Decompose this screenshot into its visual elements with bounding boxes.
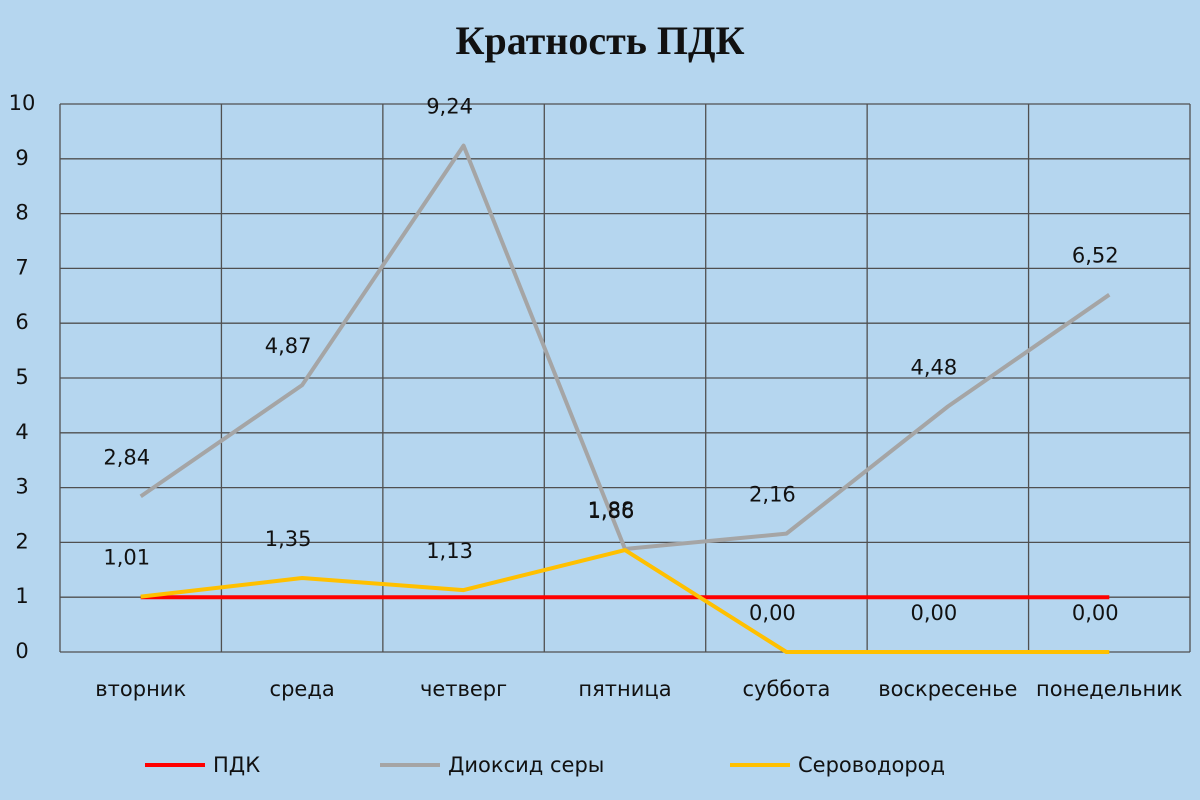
chart-title: Кратность ПДК (455, 18, 744, 63)
data-label: 1,35 (265, 527, 312, 551)
y-tick-label: 2 (15, 529, 28, 553)
data-label: 4,87 (265, 334, 312, 358)
x-tick-label: суббота (743, 677, 831, 701)
data-label: 2,16 (749, 483, 796, 507)
x-tick-label: вторник (95, 677, 186, 701)
data-label: 1,13 (426, 539, 473, 563)
x-tick-label: среда (270, 677, 335, 701)
data-label: 4,48 (910, 355, 957, 379)
data-label: 1,88 (588, 498, 635, 522)
y-tick-label: 6 (15, 310, 28, 334)
y-tick-label: 9 (15, 146, 28, 170)
y-tick-label: 3 (15, 475, 28, 499)
data-label: 0,00 (1072, 601, 1119, 625)
x-tick-label: четверг (420, 677, 507, 701)
data-label: 1,86 (588, 499, 635, 523)
y-tick-label: 0 (15, 639, 28, 663)
data-label: 1,01 (103, 546, 150, 570)
data-label: 9,24 (426, 95, 473, 119)
series-line (140, 548, 1110, 654)
y-tick-label: 4 (15, 420, 28, 444)
legend-label: ПДК (213, 753, 260, 777)
y-tick-label: 1 (15, 584, 28, 608)
x-tick-label: понедельник (1036, 677, 1183, 701)
data-label: 0,00 (910, 601, 957, 625)
y-tick-label: 8 (15, 201, 28, 225)
data-label: 6,52 (1072, 244, 1119, 268)
legend-label: Диоксид серы (448, 753, 604, 777)
data-label: 2,84 (103, 445, 150, 469)
y-tick-label: 7 (15, 255, 28, 279)
x-tick-label: воскресенье (878, 677, 1017, 701)
y-tick-label: 10 (9, 91, 36, 115)
legend-label: Сероводород (798, 753, 945, 777)
y-tick-label: 5 (15, 365, 28, 389)
data-label: 0,00 (749, 601, 796, 625)
x-tick-label: пятница (578, 677, 671, 701)
